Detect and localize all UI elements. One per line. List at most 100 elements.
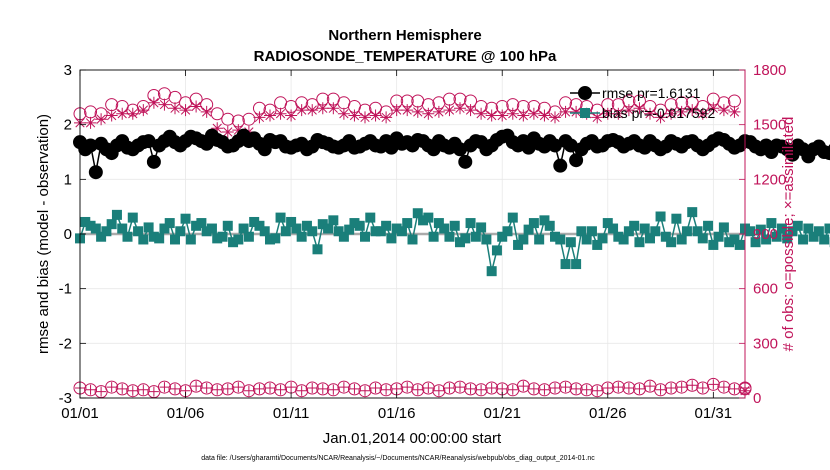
rmse-point [88,165,103,180]
bias-point [808,231,819,242]
obs-low-possible-point [548,381,562,395]
bias-point [782,233,793,244]
marker-ring [664,381,678,395]
bias-point [713,231,724,242]
bias-point [428,231,439,242]
obs-low-possible-point [400,380,414,394]
obs-low-possible-point [379,383,393,397]
marker-ring [527,382,541,396]
bias-point [813,226,824,237]
series-bias [75,207,830,277]
bias-point [729,234,740,245]
marker-ring [580,383,594,397]
marker-cross [370,382,381,393]
bias-point [803,223,814,234]
bias-point [708,239,719,250]
marker-cross [201,382,212,393]
marker-ring [200,381,214,395]
bias-point [629,220,640,231]
bias-point [449,220,460,231]
marker-ring [559,380,573,394]
bias-point [576,226,587,237]
bias-point [439,223,450,234]
bias-point [687,207,698,218]
bias-point [602,218,613,229]
marker-cross [381,384,392,395]
marker-cross [486,382,497,393]
bias-point [381,220,392,231]
obs-low-possible-point [664,381,678,395]
tick-marks [79,69,745,399]
marker-ring [474,383,488,397]
bias-point [296,231,307,242]
obs-low-possible-point [200,381,214,395]
x-tick-label: 01/11 [273,405,309,422]
obs-low-possible-point [727,382,741,396]
legend-marker-bias [570,108,600,118]
obs-low-possible-point [157,380,171,394]
bias-point [460,233,471,244]
series-rmse [73,128,830,180]
bias-point [787,226,798,237]
bias-point [560,259,571,270]
obs-low-possible-point [601,381,615,395]
x-tick-label: 01/06 [167,405,205,422]
marker-cross [117,383,128,394]
bias-point [96,231,107,242]
obs-assimilated-point [464,104,477,117]
chart-title-line-1: Northern Hemisphere [328,27,481,44]
obs-low-possible-point [611,380,625,394]
obs-assimilated-point [348,109,361,122]
bias-point [824,223,830,234]
marker-ring [326,383,340,397]
obs-assimilated-point [253,111,266,124]
y-right-tick-label: 0 [753,390,761,407]
bias-point [528,218,539,229]
bias-point [143,222,154,233]
obs-assimilated-point [622,104,635,117]
obs-assimilated-point [422,107,435,120]
obs-low-possible-point [210,383,224,397]
marker-ring [442,381,456,395]
obs-low-possible-point [221,382,235,396]
bias-point [660,231,671,242]
obs-assimilated-point [105,109,118,122]
x-tick-label: 01/31 [695,405,733,422]
bias-point [734,239,745,250]
obs-possible-point [210,107,224,121]
marker-ring [537,383,551,397]
bias-point [465,218,476,229]
obs-assimilated-point [190,100,203,113]
marker-cross [729,383,740,394]
bias-point [423,212,434,223]
obs-low-possible-point [136,383,150,397]
obs-low-possible-point [516,379,530,393]
marker-cross [507,384,518,395]
obs-low-possible-point [569,382,583,396]
marker-cross [623,382,634,393]
obs-low-possible-point [654,383,668,397]
marker-ring [632,382,646,396]
bias-point [375,226,386,237]
bias-point [666,237,677,248]
obs-low-possible-point [590,384,604,398]
bias-point [433,218,444,229]
obs-assimilated-point [538,109,551,122]
bias-point [365,212,376,223]
marker-cross [148,386,159,397]
marker-ring [411,383,425,397]
marker-cross [687,380,698,391]
bias-point [170,234,180,245]
y-left-tick-label: 2 [64,117,72,134]
marker-ring [685,378,699,392]
bias-point [111,209,122,220]
obs-low-possible-point [252,382,266,396]
marker-cross [444,382,455,393]
legend-marker-bias-point [580,108,590,118]
obs-assimilated-point [443,104,456,117]
bias-point [718,222,729,233]
obs-assimilated-point [612,107,625,120]
marker-ring [485,381,499,395]
bias-point [117,223,128,234]
marker-cross [191,381,202,392]
